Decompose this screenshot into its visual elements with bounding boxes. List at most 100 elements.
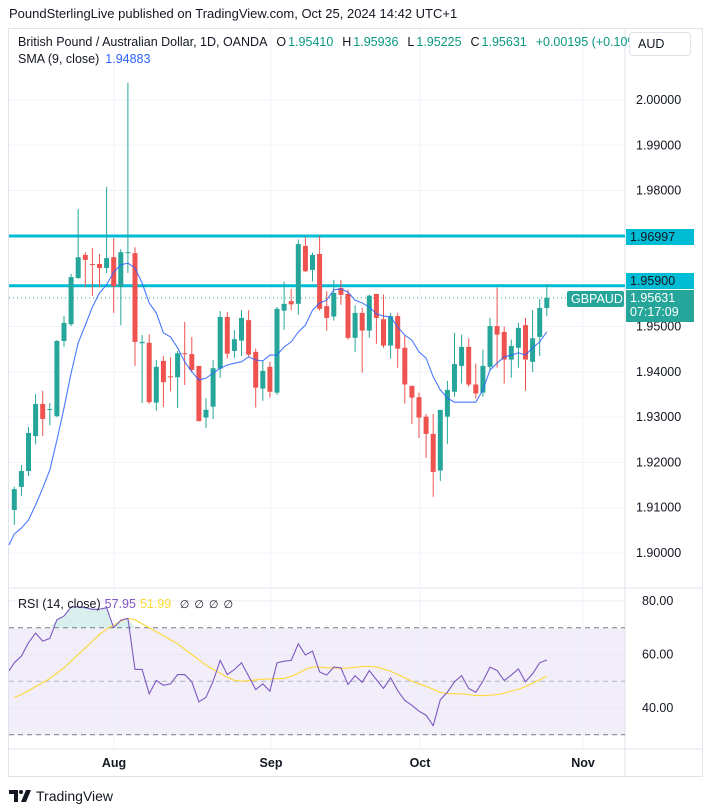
candle-body <box>281 303 287 311</box>
candle-body <box>274 308 280 393</box>
price-axis-label: 1.90000 <box>636 546 681 560</box>
rsi-legend[interactable]: RSI (14, close) 57.95 51.99 ∅ ∅ ∅ ∅ <box>18 597 233 611</box>
last-price-tag: 1.95631 07:17:09 <box>626 290 694 322</box>
candle-body <box>423 416 429 434</box>
candle-body <box>310 254 315 270</box>
candle-body <box>18 471 24 487</box>
symbol-title: British Pound / Australian Dollar, 1D, O… <box>18 35 268 49</box>
candle-body <box>345 293 351 338</box>
candle-body <box>409 385 415 398</box>
candle-body <box>508 345 514 360</box>
candle-body <box>40 403 46 419</box>
candle-body <box>168 376 173 378</box>
candle-body <box>132 253 138 342</box>
candle-body <box>175 353 181 378</box>
price-axis-label: 1.94000 <box>636 365 681 379</box>
close-label: C <box>470 35 480 49</box>
candle-body <box>537 307 543 337</box>
rsi-axis-label: 60.00 <box>642 648 673 662</box>
candle-body <box>253 351 259 388</box>
candle-body <box>466 346 472 385</box>
rsi-ma-value: 51.99 <box>139 597 172 611</box>
close-value: 1.95631 <box>481 35 527 49</box>
candle-body <box>26 432 31 472</box>
brand-name: TradingView <box>36 788 114 804</box>
candle-body <box>61 322 67 341</box>
candle-body <box>416 397 422 418</box>
candle-body <box>359 312 365 331</box>
high-value: 1.95936 <box>353 35 399 49</box>
price-axis-label: 1.93000 <box>636 410 681 424</box>
publisher-line: PoundSterlingLive published on TradingVi… <box>9 6 458 21</box>
candle-body <box>352 312 358 338</box>
time-label-nov: Nov <box>571 756 595 770</box>
rsi-label: RSI (14, close) <box>18 597 101 611</box>
candle-body <box>68 277 74 325</box>
candle-body <box>480 365 486 393</box>
candle-body <box>82 254 88 260</box>
currency-button[interactable]: AUD <box>629 32 691 56</box>
candle-body <box>388 316 394 346</box>
change-value: +0.00195 (+0.10%) <box>535 35 643 49</box>
candle-body <box>246 320 252 355</box>
candle-body <box>146 342 152 403</box>
candle-body <box>452 364 457 392</box>
price-axis-label: 2.00000 <box>636 93 681 107</box>
candle-body <box>267 366 273 392</box>
rsi-ma-line <box>14 617 548 698</box>
rsi-axis-label: 40.00 <box>642 701 673 715</box>
candle-body <box>402 347 408 385</box>
rsi-axis-label: 80.00 <box>642 594 673 608</box>
tradingview-logo[interactable]: TradingView <box>9 788 113 804</box>
candle-body <box>203 409 209 418</box>
upper-level-label: 1.96997 <box>626 229 694 245</box>
candle-body <box>324 306 330 318</box>
empty-value: ∅ <box>208 599 219 611</box>
candle-body <box>54 340 60 417</box>
time-label-oct: Oct <box>409 756 431 770</box>
candle-body <box>494 326 500 335</box>
candle-body <box>160 360 166 383</box>
candle-body <box>89 263 95 265</box>
candle-body <box>260 370 266 389</box>
candle-body <box>47 408 53 410</box>
candle-body <box>288 301 294 305</box>
candle-body <box>33 403 39 437</box>
candle-body <box>295 244 301 304</box>
low-label: L <box>407 35 415 49</box>
candle-body <box>97 263 102 269</box>
price-axis-label: 1.91000 <box>636 501 681 515</box>
lower-level-label: 1.95900 <box>626 273 694 289</box>
sma-value: 1.94883 <box>105 52 151 66</box>
time-label-aug: Aug <box>101 756 127 770</box>
sma-legend[interactable]: SMA (9, close) 1.94883 <box>18 52 150 66</box>
candle-body <box>196 365 202 422</box>
candle-body <box>189 354 195 370</box>
open-label: O <box>276 35 287 49</box>
sma-label: SMA (9, close) <box>18 52 100 66</box>
candle-body <box>125 252 131 254</box>
chart-frame <box>8 28 703 777</box>
candle-body <box>231 339 237 351</box>
candle-body <box>373 293 379 318</box>
low-value: 1.95225 <box>416 35 462 49</box>
candle-body <box>104 258 110 269</box>
symbol-legend: British Pound / Australian Dollar, 1D, O… <box>18 35 645 49</box>
candle-body <box>182 353 188 355</box>
rsi-value: 57.95 <box>104 597 136 611</box>
rsi-line <box>8 606 548 727</box>
candle-body <box>118 252 124 288</box>
candle-body <box>544 297 550 308</box>
candle-body <box>210 368 216 407</box>
empty-value: ∅ <box>194 599 204 611</box>
candle-body <box>366 295 372 331</box>
tradingview-logo-icon <box>9 790 31 802</box>
candle-body <box>430 433 436 472</box>
candle-body <box>473 384 479 394</box>
price-axis-label: 1.98000 <box>636 184 681 198</box>
candle-body <box>11 489 17 510</box>
price-axis-label: 1.99000 <box>636 138 681 152</box>
candle-body <box>444 389 450 417</box>
candle-body <box>501 331 507 360</box>
